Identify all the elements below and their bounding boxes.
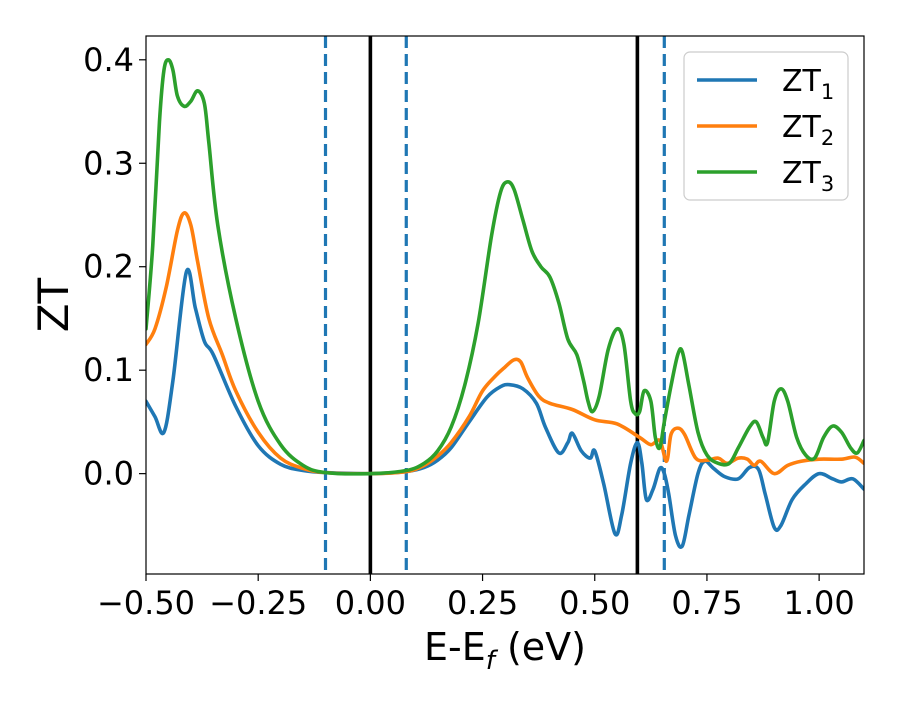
series-lines [146,58,864,549]
x-tick-label: 0.25 [447,584,518,622]
y-tick-label: 0.1 [83,351,134,389]
y-tick-label: 0.0 [83,455,134,493]
plot-frame [145,35,865,575]
legend-label-zt2: ZT2 [782,110,834,150]
legend-label-zt1: ZT1 [782,64,834,104]
legend-label-zt3: ZT3 [782,156,834,196]
x-tick-label: 0.00 [335,584,406,622]
x-tick-label: 0.75 [671,584,742,622]
series-line-zt3 [146,58,864,476]
x-axis-label-base: E-E [424,625,486,669]
series-line-zt1 [146,267,864,549]
x-axis-label: E-Ef (eV) [424,625,586,676]
y-axis-label: ZT [29,277,78,332]
x-tick-label: 1.00 [784,584,855,622]
x-tick-label: 0.50 [559,584,630,622]
x-axis-ticks: −0.50 −0.25 0.00 0.25 0.50 0.75 1.00 [97,574,855,622]
x-tick-label: −0.50 [97,584,195,622]
y-tick-label: 0.4 [83,41,134,79]
x-tick-label: −0.25 [209,584,307,622]
reference-lines [323,36,666,574]
y-tick-label: 0.2 [83,248,134,286]
y-axis-ticks: 0.0 0.1 0.2 0.3 0.4 [83,41,146,493]
x-axis-label-tail: (eV) [495,625,586,669]
legend: ZT1 ZT2 ZT3 [683,51,849,201]
series-line-zt2 [146,211,864,476]
y-tick-label: 0.3 [83,144,134,182]
legend-box [683,51,849,201]
